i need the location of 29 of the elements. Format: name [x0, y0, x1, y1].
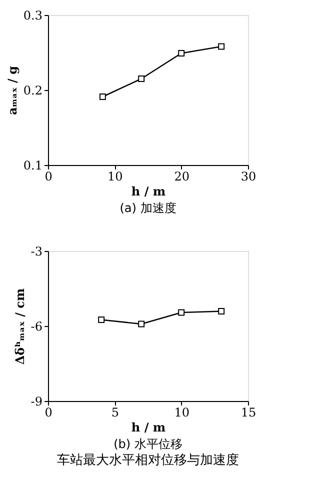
x-tick-label: 0 [44, 406, 52, 420]
x-tick-label: 0 [44, 170, 52, 184]
point [178, 309, 185, 316]
x-tick-label: 30 [240, 170, 256, 184]
x-tick-label: 15 [240, 406, 256, 420]
y-axis-title: Δδʰₘₐₓ / cm [12, 288, 27, 365]
y-tick-label: 0.2 [23, 84, 42, 98]
text: (b) 水平位移 [114, 437, 182, 451]
point [138, 76, 145, 82]
x-axis-title: h / m [131, 184, 166, 198]
point [98, 316, 105, 323]
x-tick-label: 5 [111, 406, 119, 420]
text: 车站最大水平相对位移与加速度 [57, 452, 239, 468]
text: (a) 加速度 [120, 201, 176, 215]
y-tick-label: -6 [30, 320, 42, 334]
x-tick-label: 10 [108, 170, 123, 184]
point [138, 320, 145, 328]
point [178, 50, 185, 56]
y-tick-label: 0.1 [23, 158, 42, 172]
point [99, 94, 106, 100]
y-tick-label: -3 [30, 244, 42, 258]
point [218, 43, 225, 50]
x-axis-title: h / m [131, 420, 166, 434]
x-tick-label: 20 [174, 170, 190, 184]
x-tick-label: 10 [174, 406, 190, 420]
y-tick-label: -9 [30, 394, 42, 408]
y-axis-title: aₘₐₓ / g [5, 65, 20, 115]
point [218, 308, 225, 314]
y-tick-label: 0.3 [23, 8, 42, 22]
